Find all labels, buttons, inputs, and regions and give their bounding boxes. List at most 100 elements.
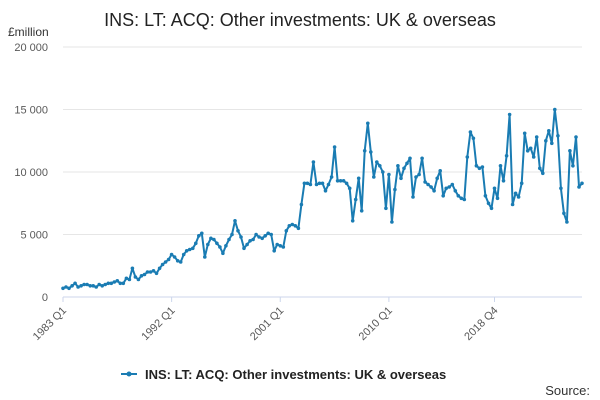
data-point[interactable] bbox=[133, 275, 138, 279]
data-point[interactable] bbox=[281, 245, 286, 249]
series-line[interactable] bbox=[62, 108, 583, 290]
data-point[interactable] bbox=[272, 249, 277, 253]
data-point[interactable] bbox=[121, 281, 126, 286]
data-point[interactable] bbox=[474, 164, 479, 168]
data-point[interactable] bbox=[429, 185, 433, 189]
data-point[interactable] bbox=[420, 156, 424, 161]
data-point[interactable] bbox=[501, 179, 506, 183]
data-point[interactable] bbox=[565, 220, 569, 224]
data-point[interactable] bbox=[284, 229, 289, 233]
data-point[interactable] bbox=[163, 260, 168, 264]
data-point[interactable] bbox=[347, 186, 352, 191]
data-point[interactable] bbox=[516, 195, 521, 199]
data-point[interactable] bbox=[477, 166, 482, 171]
data-point[interactable] bbox=[326, 182, 331, 187]
data-point[interactable] bbox=[191, 246, 195, 251]
data-point[interactable] bbox=[384, 206, 388, 211]
data-point[interactable] bbox=[227, 237, 231, 242]
data-point[interactable] bbox=[538, 166, 542, 171]
data-point[interactable] bbox=[70, 284, 74, 288]
data-point[interactable] bbox=[550, 141, 554, 146]
data-point[interactable] bbox=[218, 245, 222, 249]
data-point[interactable] bbox=[390, 220, 394, 224]
data-point[interactable] bbox=[362, 149, 367, 153]
data-point[interactable] bbox=[79, 284, 83, 288]
data-point[interactable] bbox=[314, 182, 319, 187]
data-point[interactable] bbox=[175, 259, 180, 263]
data-point[interactable] bbox=[145, 270, 150, 274]
data-point[interactable] bbox=[571, 164, 575, 168]
data-point[interactable] bbox=[356, 176, 361, 181]
data-point[interactable] bbox=[118, 281, 123, 286]
data-point[interactable] bbox=[450, 182, 455, 187]
data-point[interactable] bbox=[166, 257, 171, 262]
data-point[interactable] bbox=[378, 164, 382, 168]
data-point[interactable] bbox=[154, 271, 159, 276]
data-point[interactable] bbox=[103, 282, 107, 287]
data-point[interactable] bbox=[510, 202, 515, 207]
data-point[interactable] bbox=[441, 194, 446, 198]
data-point[interactable] bbox=[239, 235, 243, 239]
data-point[interactable] bbox=[414, 175, 418, 179]
data-point[interactable] bbox=[67, 286, 71, 291]
data-point[interactable] bbox=[489, 206, 494, 211]
data-point[interactable] bbox=[64, 285, 68, 289]
data-point[interactable] bbox=[344, 181, 349, 186]
data-point[interactable] bbox=[405, 161, 409, 166]
data-point[interactable] bbox=[94, 285, 98, 289]
data-point[interactable] bbox=[574, 135, 578, 139]
data-point[interactable] bbox=[142, 272, 147, 277]
data-point[interactable] bbox=[200, 231, 204, 236]
data-point[interactable] bbox=[296, 226, 301, 231]
data-point[interactable] bbox=[139, 274, 144, 278]
data-point[interactable] bbox=[483, 194, 488, 198]
data-point[interactable] bbox=[269, 232, 274, 237]
data-point[interactable] bbox=[438, 169, 443, 173]
data-point[interactable] bbox=[332, 145, 337, 149]
data-point[interactable] bbox=[480, 165, 485, 169]
data-point[interactable] bbox=[519, 181, 524, 186]
data-point[interactable] bbox=[184, 249, 189, 253]
data-point[interactable] bbox=[522, 131, 527, 136]
data-point[interactable] bbox=[115, 279, 120, 283]
data-point[interactable] bbox=[127, 277, 132, 282]
data-point[interactable] bbox=[544, 139, 548, 143]
source-label[interactable]: Source: bbox=[545, 383, 590, 398]
data-point[interactable] bbox=[254, 232, 258, 237]
data-point[interactable] bbox=[290, 222, 295, 227]
data-point[interactable] bbox=[172, 255, 177, 259]
data-point[interactable] bbox=[305, 181, 310, 186]
data-point[interactable] bbox=[73, 281, 77, 286]
data-point[interactable] bbox=[245, 242, 249, 247]
data-point[interactable] bbox=[187, 247, 192, 252]
data-point[interactable] bbox=[393, 187, 397, 192]
data-point[interactable] bbox=[531, 155, 536, 159]
data-point[interactable] bbox=[462, 197, 467, 202]
data-point[interactable] bbox=[275, 242, 280, 247]
data-point[interactable] bbox=[266, 231, 271, 236]
data-point[interactable] bbox=[411, 195, 415, 199]
data-point[interactable] bbox=[402, 166, 406, 171]
data-point[interactable] bbox=[251, 237, 255, 242]
data-point[interactable] bbox=[233, 219, 237, 223]
data-point[interactable] bbox=[369, 150, 373, 154]
data-point[interactable] bbox=[353, 197, 358, 202]
data-point[interactable] bbox=[338, 179, 343, 183]
data-point[interactable] bbox=[435, 176, 440, 181]
data-point[interactable] bbox=[181, 252, 186, 257]
data-point[interactable] bbox=[91, 284, 95, 288]
data-point[interactable] bbox=[124, 276, 129, 281]
data-point[interactable] bbox=[507, 112, 512, 117]
data-point[interactable] bbox=[112, 280, 117, 284]
data-point[interactable] bbox=[486, 201, 491, 206]
data-point[interactable] bbox=[471, 136, 476, 141]
data-point[interactable] bbox=[541, 171, 545, 176]
data-point[interactable] bbox=[447, 185, 452, 189]
data-point[interactable] bbox=[221, 251, 225, 256]
data-point[interactable] bbox=[148, 270, 153, 274]
data-point[interactable] bbox=[215, 241, 219, 246]
data-point[interactable] bbox=[97, 282, 101, 287]
data-point[interactable] bbox=[423, 180, 427, 184]
data-point[interactable] bbox=[408, 156, 412, 161]
data-point[interactable] bbox=[320, 181, 325, 186]
